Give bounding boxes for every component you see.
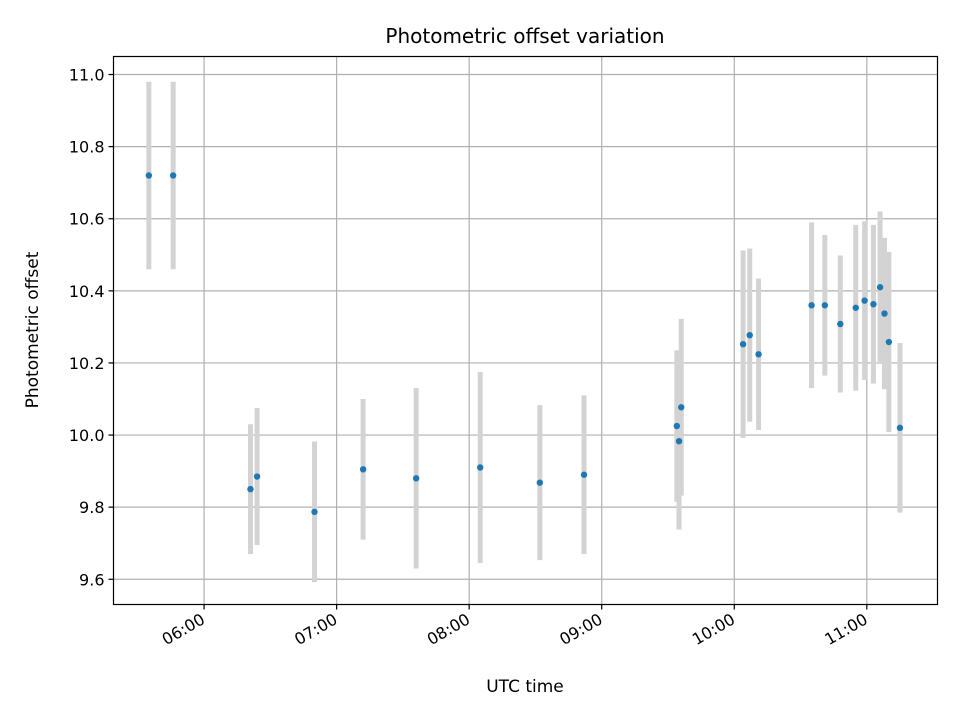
plot-frame <box>112 55 939 606</box>
chart-title: Photometric offset variation <box>385 24 664 48</box>
data-point <box>412 475 420 482</box>
data-point <box>145 172 153 179</box>
data-point <box>169 172 177 179</box>
data-point <box>739 341 747 348</box>
data-point <box>881 310 888 317</box>
data-point <box>837 320 844 328</box>
data-point <box>861 297 868 304</box>
data-point <box>675 437 683 445</box>
data-point <box>253 473 261 480</box>
data-point <box>536 479 544 486</box>
data-points <box>145 172 904 516</box>
y-tick-label: 10.6 <box>69 210 105 229</box>
data-point <box>896 424 904 432</box>
y-axis-label: Photometric offset <box>23 251 43 408</box>
x-axis-label: UTC time <box>486 677 564 697</box>
y-tick-label: 9.6 <box>79 570 104 589</box>
data-point <box>885 338 893 346</box>
y-tick-label: 10.4 <box>69 282 105 301</box>
data-point <box>746 331 753 339</box>
data-point <box>852 304 859 311</box>
y-tick-label: 11.0 <box>69 66 105 85</box>
y-tick-label: 10.8 <box>69 138 105 157</box>
data-point <box>311 508 318 516</box>
y-axis-ticks: 9.6 9.8 10.0 10.2 10.4 10.6 10.8 11.0 <box>69 66 114 589</box>
y-tick-label: 10.2 <box>69 354 105 373</box>
data-point <box>247 485 254 493</box>
data-point <box>755 351 762 358</box>
data-point <box>808 302 815 309</box>
data-point <box>876 284 884 291</box>
y-tick-label: 9.8 <box>79 498 104 517</box>
data-point <box>580 471 588 478</box>
data-point <box>678 404 685 411</box>
data-point <box>870 300 877 308</box>
data-point <box>673 422 681 430</box>
data-point <box>477 464 484 471</box>
data-point <box>821 302 829 309</box>
data-point <box>359 466 367 473</box>
y-tick-label: 10.0 <box>69 426 105 445</box>
